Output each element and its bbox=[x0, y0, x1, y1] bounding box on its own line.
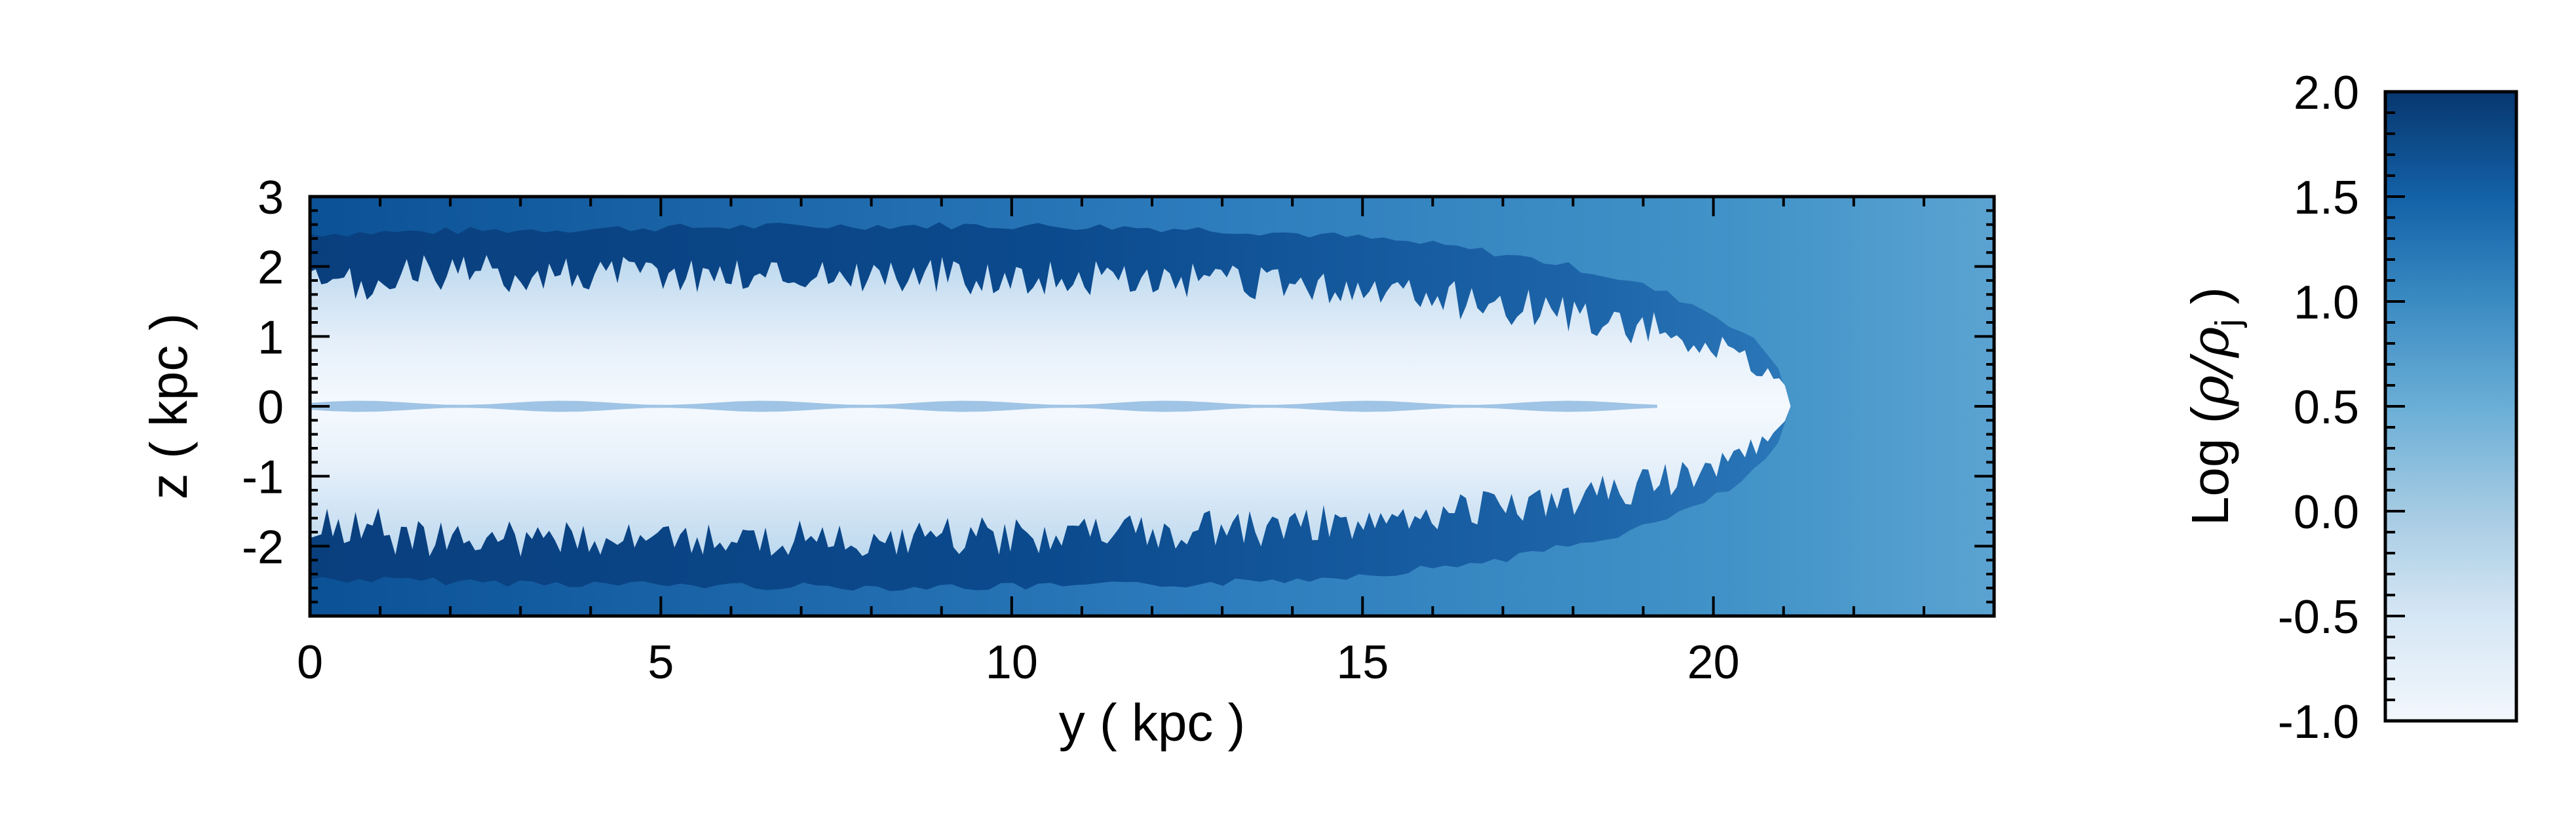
colorbar-tick-label: 1.0 bbox=[2294, 277, 2359, 329]
x-tick-label: 15 bbox=[1336, 636, 1389, 689]
y-axis-label: z ( kpc ) bbox=[140, 313, 198, 499]
y-tick-label: 2 bbox=[258, 242, 284, 294]
colorbar-ticks: -1.0 -0.5 0.0 0.5 1.0 1.5 2.0 bbox=[2278, 67, 2405, 748]
colorbar-tick-label: -0.5 bbox=[2278, 591, 2359, 644]
colorbar-label: Log (ρ/ρj ) bbox=[2180, 287, 2248, 526]
x-tick-label: 5 bbox=[647, 636, 674, 689]
colorbar-tick-label: 0.0 bbox=[2294, 486, 2359, 539]
colorbar-tick-label: 2.0 bbox=[2294, 67, 2359, 119]
colorbar-tick-label: 0.5 bbox=[2294, 381, 2359, 434]
x-axis-ticks: 0 5 10 15 20 bbox=[297, 197, 1995, 689]
colorbar bbox=[2383, 90, 2518, 723]
y-tick-label: -2 bbox=[242, 521, 284, 573]
heatmap-panel bbox=[310, 197, 1994, 616]
y-tick-label: 1 bbox=[258, 311, 284, 364]
y-axis-ticks: -2 -1 0 1 2 3 bbox=[242, 172, 1994, 617]
jet-spine bbox=[310, 400, 1657, 412]
x-tick-label: 0 bbox=[297, 636, 323, 689]
x-tick-label: 10 bbox=[986, 636, 1038, 689]
y-tick-label: -1 bbox=[242, 452, 284, 504]
colorbar-tick-label: -1.0 bbox=[2278, 696, 2359, 748]
colorbar-tick-label: 1.5 bbox=[2294, 172, 2359, 224]
y-tick-label: 3 bbox=[258, 172, 284, 224]
x-tick-label: 20 bbox=[1687, 636, 1740, 689]
x-axis-label: y ( kpc ) bbox=[1059, 693, 1245, 752]
y-tick-label: 0 bbox=[258, 381, 284, 434]
